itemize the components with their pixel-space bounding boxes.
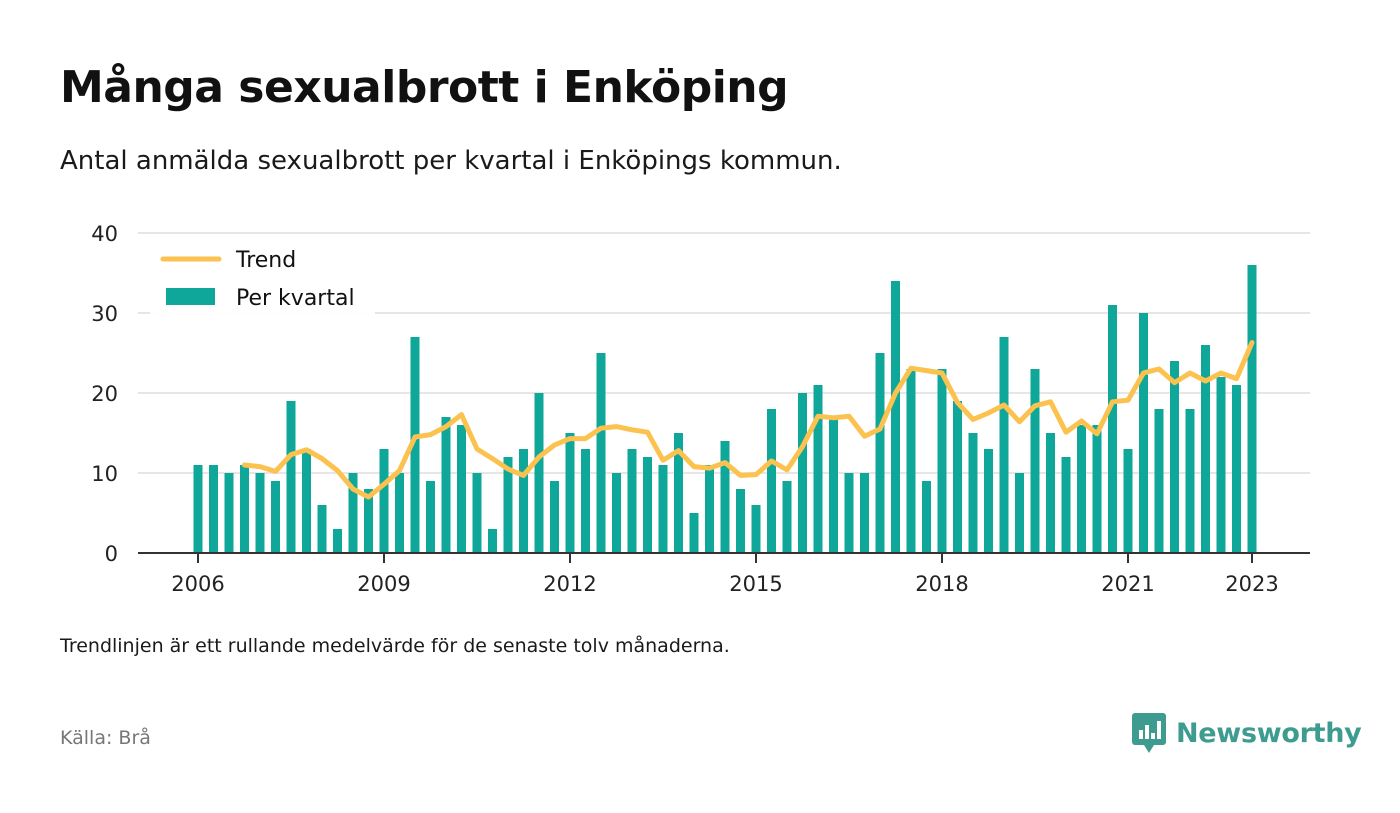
bar-q55 xyxy=(1030,369,1040,553)
x-tick-label-2012: 2012 xyxy=(543,572,596,596)
bar-q48 xyxy=(922,481,931,553)
bar-q16 xyxy=(426,481,435,553)
bar-q37 xyxy=(751,505,761,553)
bar-q41 xyxy=(813,385,823,553)
bar-q44 xyxy=(860,473,869,553)
bar-q49 xyxy=(937,369,947,553)
x-tick-label-2006: 2006 xyxy=(171,572,224,596)
bar-q59 xyxy=(1092,425,1102,553)
bar-q43 xyxy=(844,473,854,553)
bar-q22 xyxy=(519,449,528,553)
bar-q47 xyxy=(906,369,916,553)
bar-q23 xyxy=(534,393,544,553)
bar-q5 xyxy=(255,473,265,553)
bar-q61 xyxy=(1123,449,1133,553)
bar-q24 xyxy=(550,481,559,553)
y-tick-label-0: 0 xyxy=(105,542,118,566)
brand-name: Newsworthy xyxy=(1176,717,1362,749)
trend-series xyxy=(242,340,1255,500)
bar-q42 xyxy=(829,417,838,553)
bar-q21 xyxy=(503,457,513,553)
bar-q54 xyxy=(1015,473,1024,553)
bar-q45 xyxy=(875,353,885,553)
bar-q69 xyxy=(1247,265,1257,553)
bar-q56 xyxy=(1046,433,1055,553)
y-tick-label-20: 20 xyxy=(91,382,118,406)
source-credit: Källa: Brå xyxy=(60,727,151,749)
bar-series xyxy=(193,265,1257,553)
bar-q25 xyxy=(565,433,575,553)
bar-q12 xyxy=(364,489,373,553)
trend-line xyxy=(242,340,1255,500)
bar-q29 xyxy=(627,449,637,553)
bar-q14 xyxy=(395,473,404,553)
bar-q53 xyxy=(999,337,1009,553)
y-tick-label-40: 40 xyxy=(91,222,118,246)
footnote: Trendlinjen är ett rullande medelvärde f… xyxy=(60,635,730,657)
bar-q65 xyxy=(1185,409,1195,553)
bar-q63 xyxy=(1154,409,1164,553)
bar-q60 xyxy=(1108,305,1117,553)
bar-q30 xyxy=(643,457,652,553)
bar-q52 xyxy=(984,449,993,553)
bar-q28 xyxy=(612,473,621,553)
x-tick-label-2018: 2018 xyxy=(915,572,968,596)
x-tick-label-2023: 2023 xyxy=(1225,572,1278,596)
chart-title: Många sexualbrott i Enköping xyxy=(60,62,789,113)
brand-logo[interactable]: Newsworthy xyxy=(1132,712,1362,754)
legend-bar-swatch xyxy=(166,288,215,305)
bar-q64 xyxy=(1170,361,1179,553)
bar-q17 xyxy=(441,417,451,553)
bar-q50 xyxy=(953,401,962,553)
bar-q26 xyxy=(581,449,590,553)
bar-q38 xyxy=(767,409,776,553)
bar-q18 xyxy=(457,425,466,553)
bar-q32 xyxy=(674,433,683,553)
bar-q66 xyxy=(1201,345,1210,553)
bar-q1 xyxy=(193,465,203,553)
y-tick-label-10: 10 xyxy=(91,462,118,486)
y-tick-label-30: 30 xyxy=(91,302,118,326)
bar-q4 xyxy=(240,465,249,553)
bar-q46 xyxy=(891,281,900,553)
bar-q7 xyxy=(286,401,296,553)
bar-q57 xyxy=(1061,457,1071,553)
bar-q8 xyxy=(302,449,311,553)
bar-q67 xyxy=(1216,377,1226,553)
bar-q58 xyxy=(1077,425,1086,553)
bar-q51 xyxy=(968,433,978,553)
x-tick-label-2015: 2015 xyxy=(729,572,782,596)
bar-q3 xyxy=(224,473,234,553)
x-axis xyxy=(138,552,1310,563)
y-axis-labels: 0 10 20 30 40 xyxy=(91,222,118,566)
bar-q15 xyxy=(410,337,420,553)
bar-q31 xyxy=(658,465,668,553)
bar-q19 xyxy=(472,473,482,553)
bar-q36 xyxy=(736,489,745,553)
legend-bars-label: Per kvartal xyxy=(236,286,355,311)
bar-q6 xyxy=(271,481,280,553)
x-tick-label-2009: 2009 xyxy=(357,572,410,596)
bar-q2 xyxy=(209,465,218,553)
x-tick-label-2021: 2021 xyxy=(1101,572,1154,596)
chart-subtitle: Antal anmälda sexualbrott per kvartal i … xyxy=(60,146,842,176)
chart-svg: 0 10 20 30 40 2006 2009 2012 2015 2018 2021 2023 T… xyxy=(91,222,1310,596)
bar-q34 xyxy=(705,465,714,553)
newsworthy-logo-icon xyxy=(1132,713,1166,753)
bar-q9 xyxy=(317,505,327,553)
bar-q20 xyxy=(488,529,497,553)
bar-q39 xyxy=(782,481,792,553)
bar-q40 xyxy=(798,393,807,553)
bar-q62 xyxy=(1139,313,1148,553)
bar-q11 xyxy=(348,473,358,553)
bar-q68 xyxy=(1232,385,1241,553)
bar-q27 xyxy=(596,353,606,553)
bar-q10 xyxy=(333,529,342,553)
bar-q35 xyxy=(720,441,730,553)
bar-q13 xyxy=(379,449,389,553)
x-axis-labels: 2006 2009 2012 2015 2018 2021 2023 xyxy=(171,572,1278,596)
legend-trend-label: Trend xyxy=(235,248,296,273)
bar-q33 xyxy=(689,513,699,553)
legend: Trend Per kvartal xyxy=(150,236,375,316)
